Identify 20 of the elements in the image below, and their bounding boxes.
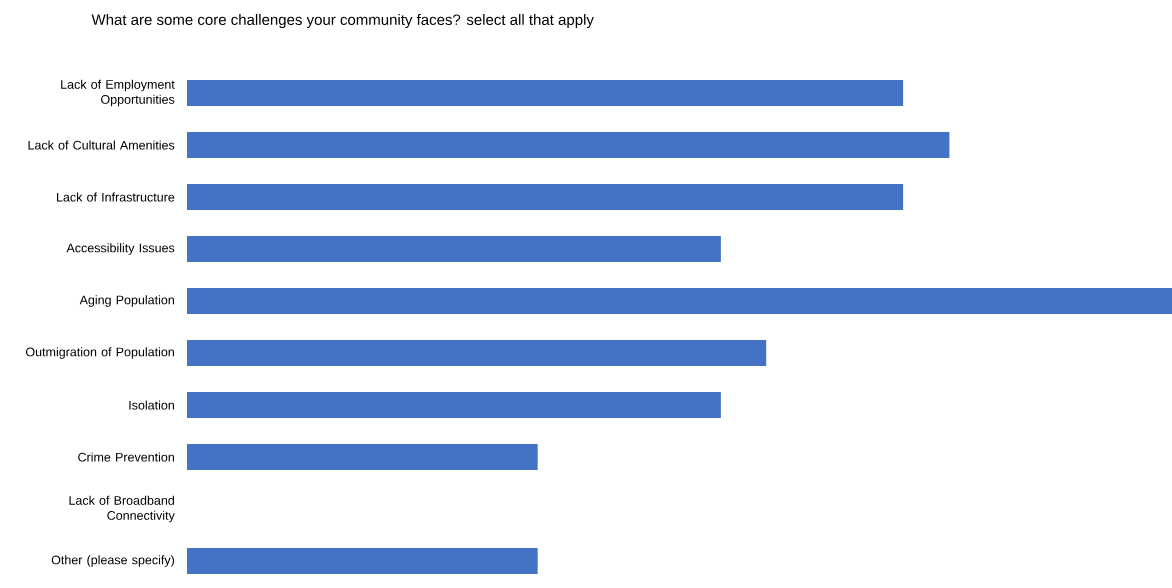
y-tick-label: Crime Prevention	[78, 452, 174, 462]
chart-title: What are some core challenges your community faces? select all that apply	[91, 14, 594, 28]
bar	[187, 340, 767, 367]
y-tick-label: Lack of Cultural Amenities	[28, 140, 175, 150]
y-tick-label: Lack of Employment Opportunities	[61, 79, 175, 107]
bar	[187, 392, 721, 419]
y-tick-label: Lack of Broadband Connectivity	[69, 495, 175, 523]
bar	[187, 444, 538, 471]
bar	[187, 236, 721, 262]
y-tick-label: Lack of Infrastructure	[57, 192, 175, 202]
y-tick-label: Outmigration of Population	[26, 347, 174, 359]
bar	[187, 548, 538, 575]
y-tick-label: Aging Population	[79, 295, 174, 307]
y-tick-label: Accessibility Issues	[66, 243, 175, 255]
y-tick-label: Other (please specify)	[51, 555, 175, 567]
y-tick-label: Isolation	[129, 400, 174, 410]
bar	[187, 132, 950, 158]
bar	[187, 288, 1172, 315]
bar	[187, 80, 904, 106]
bar	[187, 184, 904, 210]
